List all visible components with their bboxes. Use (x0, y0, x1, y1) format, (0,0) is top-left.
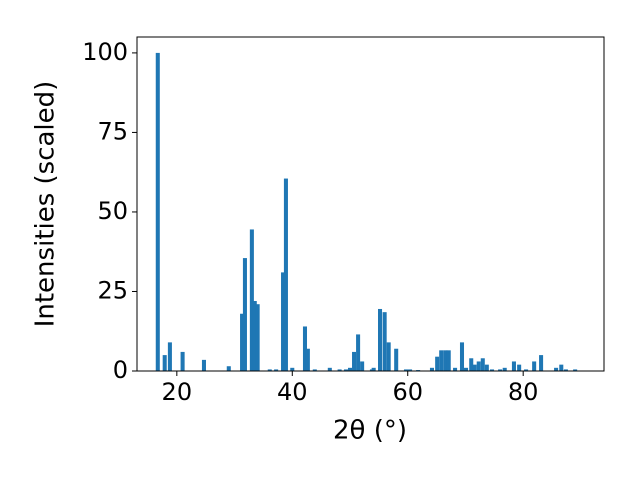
bar (539, 355, 544, 371)
bar (281, 272, 286, 371)
bar (155, 52, 160, 372)
bar (337, 369, 342, 371)
bar (443, 350, 448, 371)
bar (378, 308, 383, 371)
bar (563, 369, 568, 371)
bar (226, 366, 231, 371)
bar (352, 351, 357, 371)
y-tick-label: 75 (97, 117, 128, 145)
bar (240, 313, 245, 371)
x-tick-label: 60 (392, 378, 423, 406)
bar (532, 361, 537, 371)
bar (371, 367, 376, 371)
bar (408, 369, 413, 371)
y-tick-label: 50 (97, 197, 128, 225)
bar (312, 369, 317, 371)
bar (511, 361, 516, 371)
bar (459, 342, 465, 371)
y-tick-label: 25 (97, 276, 128, 304)
y-tick-label: 0 (113, 356, 128, 384)
bar (464, 367, 469, 371)
bar (242, 258, 247, 371)
bar (360, 361, 365, 371)
bar (559, 364, 564, 371)
bar (435, 356, 440, 371)
x-axis-label: 2θ (°) (333, 416, 407, 446)
bar (249, 229, 254, 371)
bar (302, 326, 308, 371)
y-axis-label: Intensities (scaled) (31, 81, 61, 328)
x-tick-label: 20 (162, 378, 193, 406)
bar (274, 369, 279, 371)
bar (472, 364, 477, 371)
bar (162, 355, 167, 371)
bar (394, 348, 399, 371)
bar (476, 361, 481, 371)
bar (429, 367, 434, 371)
bar (386, 342, 391, 371)
bar (252, 301, 257, 371)
bar (502, 367, 507, 371)
bar (305, 348, 310, 371)
bar (343, 369, 348, 371)
plot-frame (136, 36, 605, 372)
x-tick-label: 80 (508, 378, 539, 406)
bar (453, 367, 458, 371)
bar (255, 304, 260, 371)
bar (489, 369, 495, 371)
bar (554, 367, 559, 371)
bar (480, 358, 485, 371)
bar (347, 367, 353, 371)
bar (327, 367, 332, 371)
bar (573, 369, 578, 371)
bar (283, 178, 288, 371)
y-tick-label: 100 (82, 38, 128, 66)
bar (356, 334, 361, 371)
bar (180, 351, 185, 371)
bar (267, 369, 272, 371)
bar (290, 367, 295, 371)
bar (403, 369, 409, 371)
x-tick-label: 40 (277, 378, 308, 406)
bar (524, 369, 529, 371)
bar (201, 359, 206, 371)
bar (469, 358, 474, 371)
bar (382, 312, 387, 371)
bar (167, 342, 172, 371)
bar (498, 369, 503, 371)
bar (439, 350, 444, 371)
bar (517, 364, 522, 371)
bar (484, 364, 489, 371)
bar (446, 350, 451, 371)
